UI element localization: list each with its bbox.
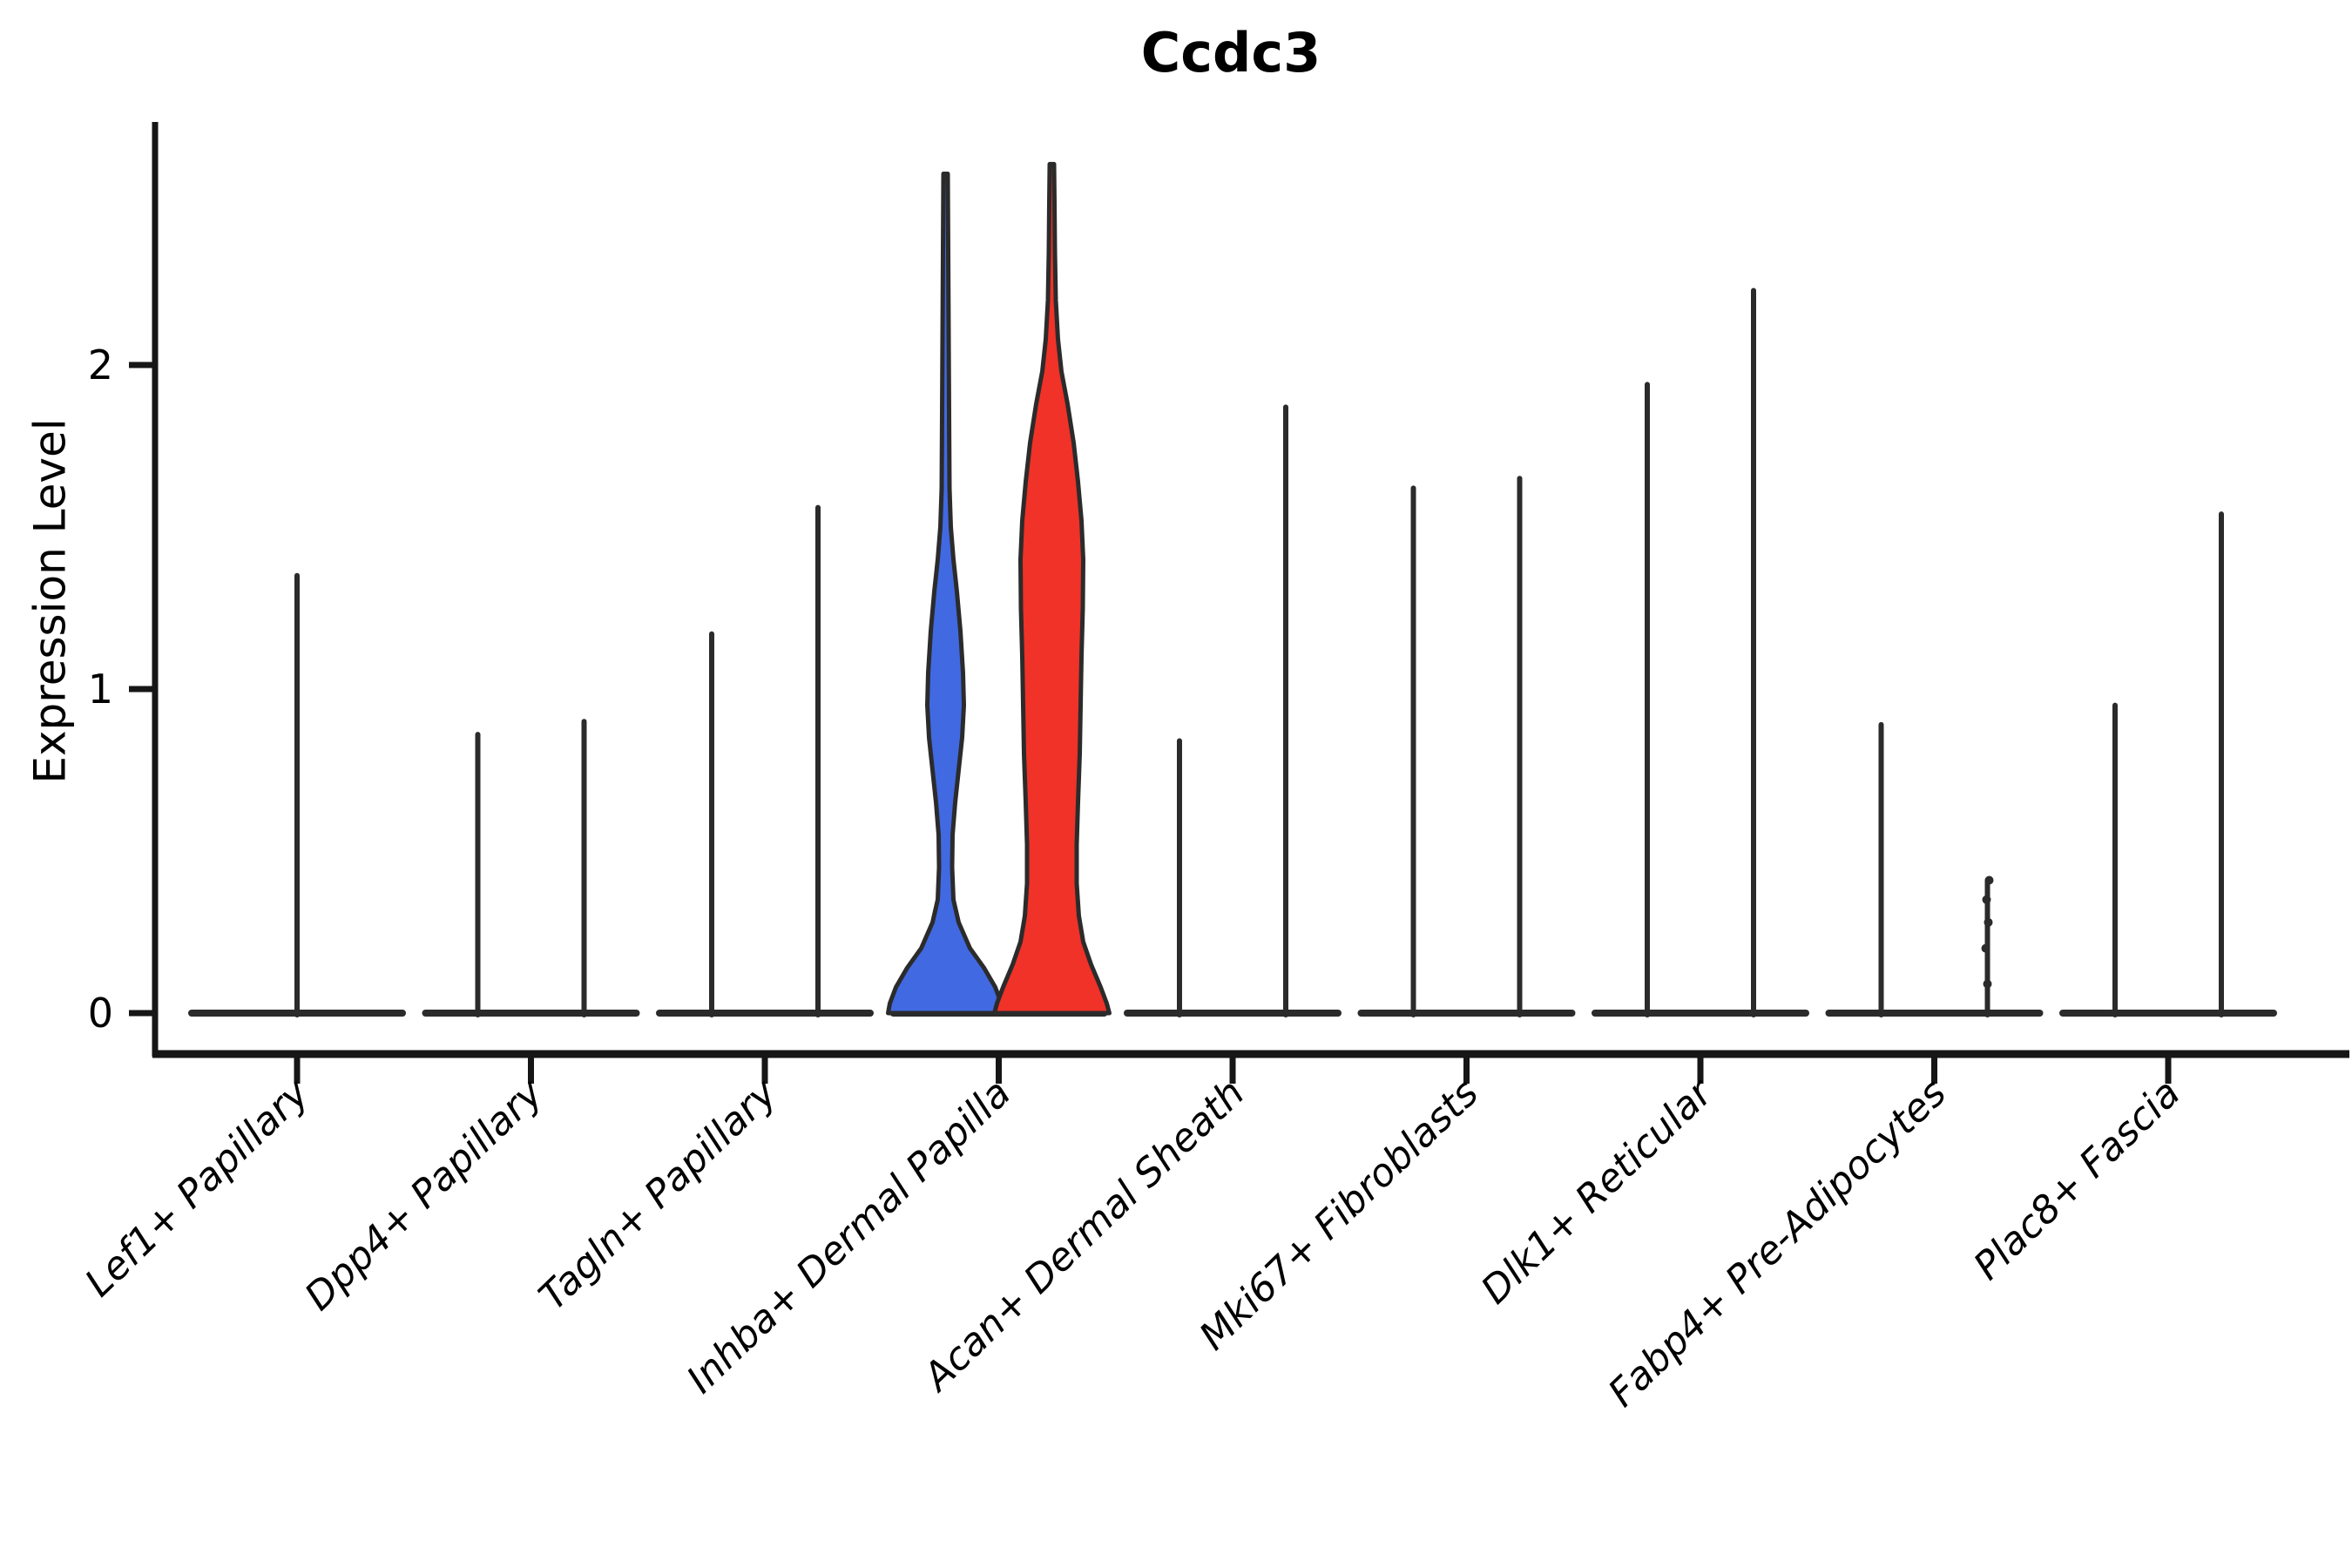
y-tick-label: 2 (88, 341, 113, 389)
violin-body (886, 172, 1005, 1016)
x-tick-label: Lef1+ Papillary (77, 1071, 318, 1306)
x-tick-label: Dpp4+ Papillary (296, 1071, 551, 1320)
violin-body (992, 161, 1112, 1016)
jitter-point (1983, 979, 1992, 989)
y-tick-label: 0 (88, 990, 113, 1037)
x-tick-label: Tagln+ Papillary (531, 1071, 786, 1320)
jitter-point (1982, 895, 1991, 904)
y-axis-label: Expression Level (25, 418, 77, 784)
jitter-point (1984, 875, 1994, 885)
x-tick-label: Plac8+ Fascia (1965, 1071, 2189, 1288)
y-tick-label: 1 (88, 666, 113, 713)
jitter-point (1984, 917, 1993, 927)
x-tick-label: Dlk1+ Reticular (1473, 1069, 1723, 1313)
jitter-point (1981, 943, 1990, 953)
chart-title: Ccdc3 (1140, 21, 1321, 84)
